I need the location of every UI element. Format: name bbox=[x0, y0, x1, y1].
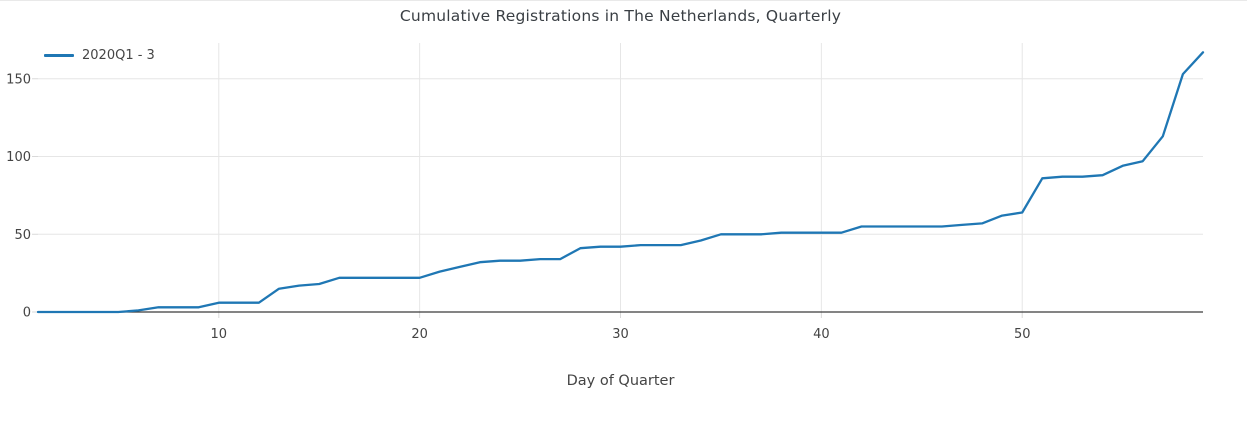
chart-title: Cumulative Registrations in The Netherla… bbox=[399, 7, 842, 25]
x-tick-label-50: 50 bbox=[1014, 327, 1031, 342]
xaxis-title: Day of Quarter bbox=[566, 373, 675, 389]
y-tick-label-0: 0 bbox=[23, 306, 31, 321]
x-tick-label-40: 40 bbox=[813, 327, 830, 342]
y-tick-label-150: 150 bbox=[6, 72, 31, 87]
legend-line-swatch bbox=[44, 54, 74, 57]
x-tick-label-10: 10 bbox=[211, 327, 228, 342]
series-line-0[interactable] bbox=[36, 51, 1205, 314]
y-tick-label-100: 100 bbox=[6, 150, 31, 165]
x-tick-label-30: 30 bbox=[612, 327, 629, 342]
x-tick-label-20: 20 bbox=[411, 327, 428, 342]
y-tick-label-50: 50 bbox=[14, 228, 31, 243]
legend-item[interactable]: 2020Q1 - 3 bbox=[44, 48, 155, 63]
legend-label: 2020Q1 - 3 bbox=[82, 48, 155, 63]
legend: 2020Q1 - 3 bbox=[44, 48, 155, 63]
